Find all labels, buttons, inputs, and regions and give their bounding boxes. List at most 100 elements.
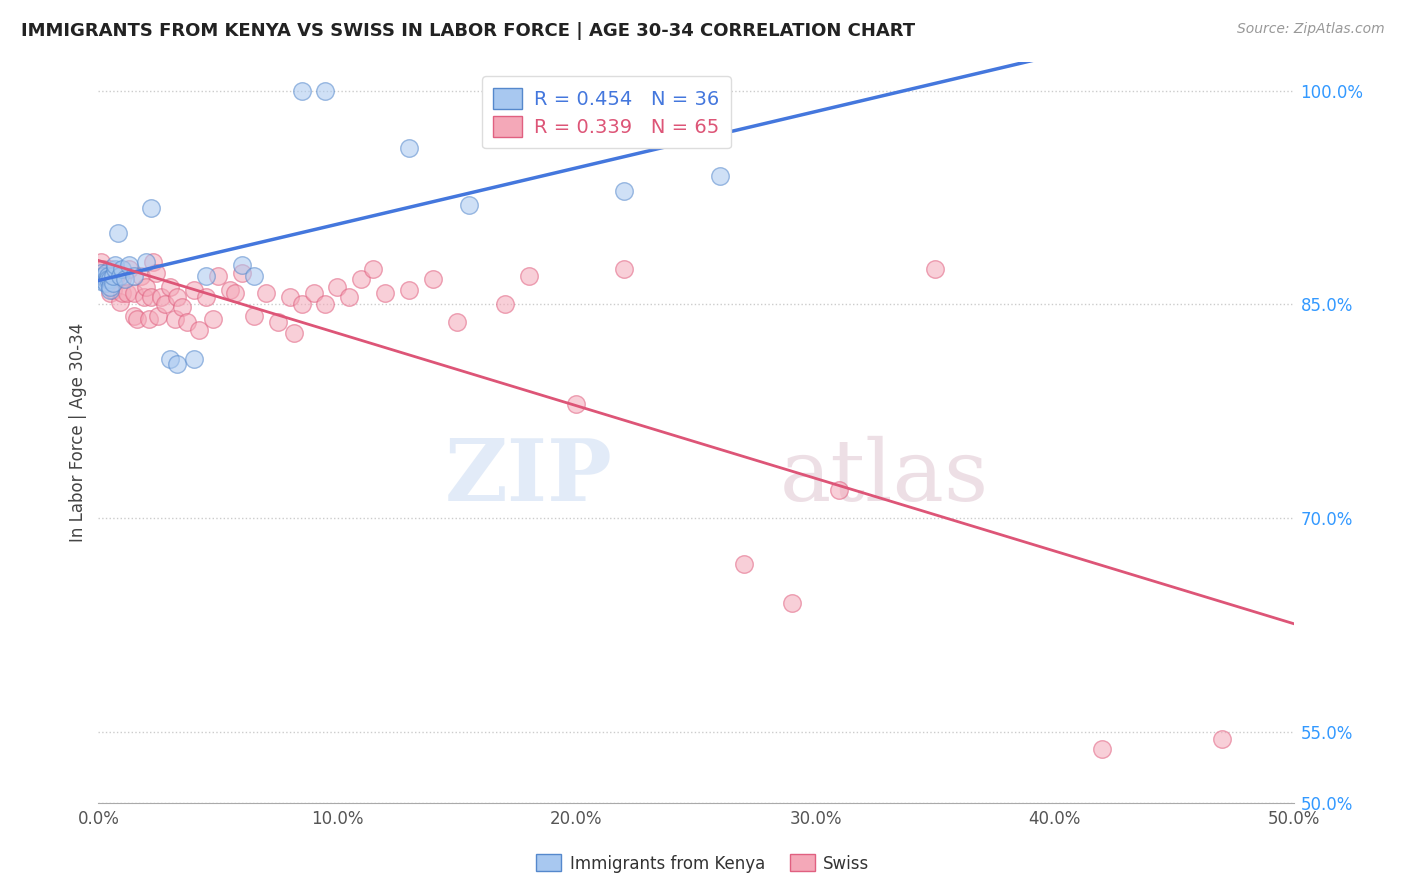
Point (243, 268, 266, 283)
Text: ZIP: ZIP (444, 435, 613, 519)
Text: IMMIGRANTS FROM KENYA VS SWISS IN LABOR FORCE | AGE 30-34 CORRELATION CHART: IMMIGRANTS FROM KENYA VS SWISS IN LABOR … (21, 22, 915, 40)
Point (131, 268, 153, 283)
Point (107, 227, 129, 241)
Point (98, 280, 122, 294)
Point (101, 268, 124, 283)
Point (254, 286, 277, 301)
Point (111, 272, 134, 286)
Point (195, 268, 218, 283)
Point (219, 283, 242, 297)
Legend: Immigrants from Kenya, Swiss: Immigrants from Kenya, Swiss (530, 847, 876, 880)
Point (91, 261, 114, 276)
Point (363, 261, 385, 276)
Point (104, 272, 127, 286)
Point (1211, 731, 1233, 746)
Point (267, 315, 290, 329)
Point (138, 311, 160, 326)
Point (291, 297, 314, 311)
Point (172, 301, 194, 315)
Point (139, 201, 162, 215)
Point (104, 258, 127, 272)
Point (101, 283, 124, 297)
Point (176, 315, 198, 329)
Point (924, 261, 946, 276)
Point (195, 290, 218, 304)
Point (111, 261, 134, 276)
Point (733, 557, 755, 571)
Point (517, 268, 540, 283)
Y-axis label: In Labor Force | Age 30-34: In Labor Force | Age 30-34 (69, 323, 87, 542)
Legend: R = 0.454   N = 36, R = 0.339   N = 65: R = 0.454 N = 36, R = 0.339 N = 65 (482, 76, 731, 148)
Point (231, 266, 253, 280)
Point (155, 297, 177, 311)
Point (828, 483, 851, 497)
Point (125, 311, 148, 326)
Point (202, 311, 225, 326)
Point (107, 266, 129, 280)
Point (163, 311, 186, 326)
Point (149, 290, 172, 304)
Point (145, 266, 167, 280)
Point (135, 280, 157, 294)
Point (115, 286, 138, 301)
Point (111, 286, 134, 301)
Point (224, 286, 246, 301)
Point (124, 286, 146, 301)
Point (97, 272, 120, 286)
Point (374, 286, 396, 301)
Point (166, 290, 188, 304)
Point (90, 266, 112, 280)
Point (302, 286, 325, 301)
Point (613, 184, 636, 198)
Point (108, 294, 131, 309)
Point (98, 286, 122, 301)
Point (315, 297, 337, 311)
Point (135, 254, 157, 268)
Point (243, 309, 266, 323)
Text: Source: ZipAtlas.com: Source: ZipAtlas.com (1237, 22, 1385, 37)
Point (98, 283, 122, 297)
Point (283, 326, 305, 340)
Text: atlas: atlas (779, 435, 988, 518)
Point (91, 275, 114, 289)
Point (91, 268, 114, 283)
Point (315, 84, 337, 98)
Point (98, 272, 122, 286)
Point (118, 261, 141, 276)
Point (207, 268, 229, 283)
Point (94, 272, 117, 286)
Point (159, 351, 181, 366)
Point (142, 254, 165, 268)
Point (166, 357, 188, 371)
Point (565, 397, 588, 411)
Point (350, 272, 373, 286)
Point (101, 276, 124, 290)
Point (148, 309, 170, 323)
Point (90, 254, 112, 268)
Point (94, 276, 117, 290)
Point (709, 169, 731, 184)
Point (94, 272, 117, 286)
Point (98, 261, 122, 276)
Point (291, 84, 314, 98)
Point (97, 268, 120, 283)
Point (139, 290, 162, 304)
Point (613, 261, 636, 276)
Point (278, 290, 301, 304)
Point (446, 315, 468, 329)
Point (183, 283, 205, 297)
Point (94, 266, 117, 280)
Point (1091, 741, 1114, 756)
Point (780, 597, 803, 611)
Point (422, 272, 444, 286)
Point (108, 268, 131, 283)
Point (458, 198, 481, 212)
Point (104, 261, 127, 276)
Point (326, 280, 349, 294)
Point (494, 297, 516, 311)
Point (124, 268, 146, 283)
Point (398, 141, 420, 155)
Point (97, 268, 120, 283)
Point (398, 283, 420, 297)
Point (114, 272, 136, 286)
